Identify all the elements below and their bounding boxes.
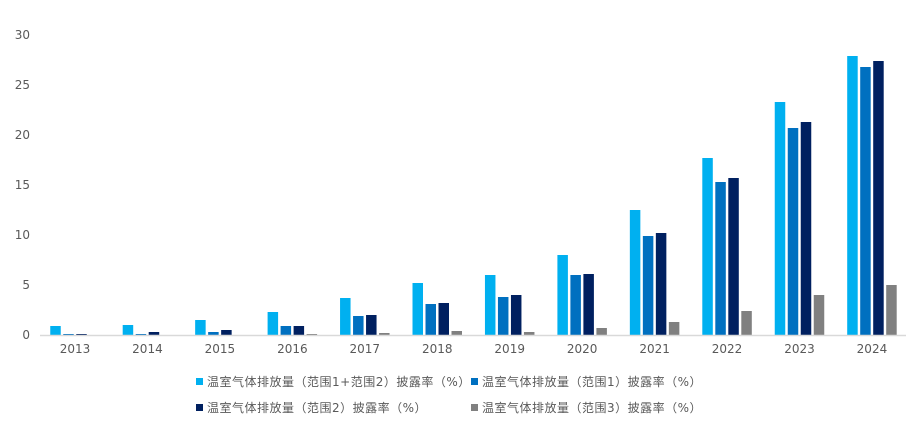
bar-2015-series-1: [195, 320, 206, 335]
bar-2014-series-2: [135, 334, 147, 335]
legend-label: 温室气体排放量（范围2）披露率（%）: [207, 401, 428, 415]
legend-label: 温室气体排放量（范围1）披露率（%）: [482, 375, 703, 389]
bar-2020-series-4: [596, 328, 607, 335]
bar-2020-series-3: [583, 274, 594, 335]
bar-2019-series-2: [497, 297, 509, 335]
bar-2019-series-1: [484, 275, 496, 335]
bar-2023-series-3: [800, 122, 812, 335]
x-tick-label: 2020: [567, 342, 598, 356]
x-tick-label: 2014: [132, 342, 163, 356]
bar-2015-series-2: [208, 332, 219, 335]
bar-2013-series-3: [76, 334, 87, 335]
bar-2018-series-1: [412, 283, 423, 335]
bar-2021-series-4: [668, 322, 680, 335]
y-tick-label: 15: [15, 178, 30, 192]
legend-swatch: [196, 404, 203, 411]
legend-swatch: [196, 378, 203, 385]
x-tick-label: 2022: [712, 342, 743, 356]
bar-2014-series-1: [122, 325, 134, 335]
bar-2024-series-1: [847, 56, 858, 335]
legend-item-scope1: 温室气体排放量（范围1）披露率（%）: [471, 373, 716, 390]
bar-2024-series-4: [886, 285, 897, 335]
bar-2017-series-3: [366, 315, 377, 335]
legend-label: 温室气体排放量（范围1+范围2）披露率（%）: [207, 375, 471, 389]
bar-2013-series-2: [63, 334, 74, 335]
bar-2018-series-3: [438, 303, 449, 335]
bar-2022-series-1: [702, 158, 713, 335]
y-tick-label: 0: [22, 328, 30, 342]
bar-2021-series-3: [655, 233, 667, 335]
x-tick-label: 2023: [784, 342, 815, 356]
bar-2016-series-4: [306, 334, 318, 335]
bar-2022-series-3: [728, 178, 739, 335]
bar-2023-series-4: [813, 295, 825, 335]
bar-2015-series-3: [221, 330, 232, 335]
bar-2013-series-1: [50, 326, 61, 335]
bar-2019-series-4: [523, 332, 535, 335]
bar-2021-series-1: [629, 210, 641, 335]
legend-swatch: [471, 378, 478, 385]
bar-2023-series-1: [774, 102, 786, 335]
bar-2020-series-2: [570, 275, 581, 335]
legend-label: 温室气体排放量（范围3）披露率（%）: [482, 401, 703, 415]
legend-swatch: [471, 404, 478, 411]
y-tick-label: 30: [15, 28, 30, 42]
y-tick-label: 20: [15, 128, 30, 142]
x-tick-label: 2013: [60, 342, 91, 356]
x-tick-label: 2021: [639, 342, 670, 356]
bar-2017-series-1: [340, 298, 351, 335]
legend-item-scope1-2: 温室气体排放量（范围1+范围2）披露率（%）: [196, 373, 471, 390]
bar-2019-series-3: [510, 295, 522, 335]
x-tick-label: 2015: [205, 342, 236, 356]
y-tick-label: 10: [15, 228, 30, 242]
bar-2016-series-1: [267, 312, 279, 335]
x-tick-label: 2018: [422, 342, 453, 356]
x-tick-label: 2024: [857, 342, 888, 356]
y-tick-label: 5: [22, 278, 30, 292]
legend: 温室气体排放量（范围1+范围2）披露率（%） 温室气体排放量（范围1）披露率（%…: [196, 373, 716, 416]
x-tick-label: 2017: [350, 342, 381, 356]
bar-2016-series-3: [293, 326, 305, 335]
bar-2023-series-2: [787, 128, 799, 335]
bar-2017-series-2: [353, 316, 364, 335]
legend-item-scope3: 温室气体排放量（范围3）披露率（%）: [471, 399, 716, 416]
bar-2022-series-2: [715, 182, 726, 335]
y-tick-label: 25: [15, 78, 30, 92]
bar-2014-series-3: [148, 332, 160, 335]
bar-2018-series-4: [451, 331, 462, 335]
bar-2022-series-4: [741, 311, 752, 335]
bar-2020-series-1: [557, 255, 568, 335]
bar-chart: 0 5 10 15 20 25 30 2013 2014 2015 2016 2017 2018 201…: [15, 28, 906, 356]
x-tick-label: 2019: [494, 342, 525, 356]
bar-2018-series-2: [425, 304, 436, 335]
bar-2016-series-2: [280, 326, 292, 335]
bar-2017-series-4: [379, 333, 390, 335]
bar-2024-series-2: [860, 67, 871, 335]
bar-2024-series-3: [873, 61, 884, 335]
legend-item-scope2: 温室气体排放量（范围2）披露率（%）: [196, 399, 471, 416]
bar-2021-series-2: [642, 236, 654, 335]
x-tick-label: 2016: [277, 342, 308, 356]
